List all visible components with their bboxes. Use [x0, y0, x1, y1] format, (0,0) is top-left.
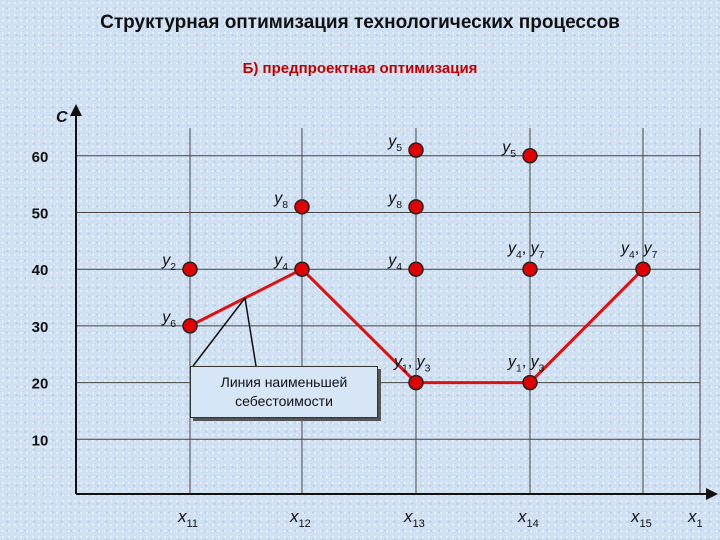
y-tick-label: 10 — [32, 432, 49, 449]
node-point — [522, 148, 538, 164]
node-point — [522, 374, 538, 391]
x-tick-label: x15​ — [630, 507, 652, 530]
node-label: y6​ — [161, 309, 176, 330]
node-label: y4​ — [387, 252, 402, 273]
callout-text: Линия наименьшей себестоимости — [220, 374, 348, 409]
node-label: y5​ — [387, 133, 402, 154]
x-axis-label: x1​ — [687, 507, 703, 530]
page-title: Структурная оптимизация технологических … — [100, 12, 620, 33]
y-axis-label: С — [56, 109, 68, 126]
node-label: y1​, y3​ — [393, 354, 431, 375]
nodes — [182, 142, 651, 391]
y-tick-label: 40 — [32, 262, 49, 279]
node-label: y8​ — [387, 190, 402, 211]
x-tick-label: x13​ — [403, 507, 425, 530]
x-tick-label: x11​ — [177, 507, 198, 530]
node-label: y4​, y7​ — [507, 240, 545, 261]
callout-pointer — [192, 297, 257, 367]
x-tick-label: x14​ — [517, 507, 539, 530]
axes — [70, 104, 718, 500]
node-label: y8​ — [273, 190, 288, 211]
page-subtitle: Б) предпроектная оптимизация — [242, 60, 478, 77]
node-point — [182, 318, 198, 334]
y-tick-label: 20 — [32, 376, 49, 393]
callout-pointer-line — [192, 297, 246, 367]
node-label: y4​ — [273, 252, 288, 273]
node-label: y1​, y3​ — [507, 354, 545, 375]
grid — [76, 128, 701, 494]
y-tick-label: 30 — [32, 319, 49, 336]
node-label: y2​ — [161, 252, 176, 273]
callout-pointer-line — [244, 297, 257, 367]
node-point — [408, 142, 424, 158]
y-tick-label: 60 — [32, 149, 49, 166]
node-point — [408, 199, 424, 215]
x-tick-label: x12​ — [289, 507, 311, 530]
node-label: y5​ — [501, 139, 516, 160]
node-point — [635, 261, 651, 277]
node-label: y4​, y7​ — [620, 240, 658, 261]
node-point — [294, 261, 310, 277]
node-point — [522, 261, 538, 277]
node-point — [294, 199, 310, 215]
node-point — [182, 261, 198, 277]
labels: 10 20 30 40 50 60 Сx1​ x11​ x12​ x13​ x14​ x15​ y2​ y… — [32, 109, 703, 530]
y-tick-label: 50 — [32, 206, 49, 223]
min-cost-callout: Линия наименьшей себестоимости — [190, 366, 378, 418]
node-point — [408, 374, 424, 391]
node-point — [408, 261, 424, 277]
